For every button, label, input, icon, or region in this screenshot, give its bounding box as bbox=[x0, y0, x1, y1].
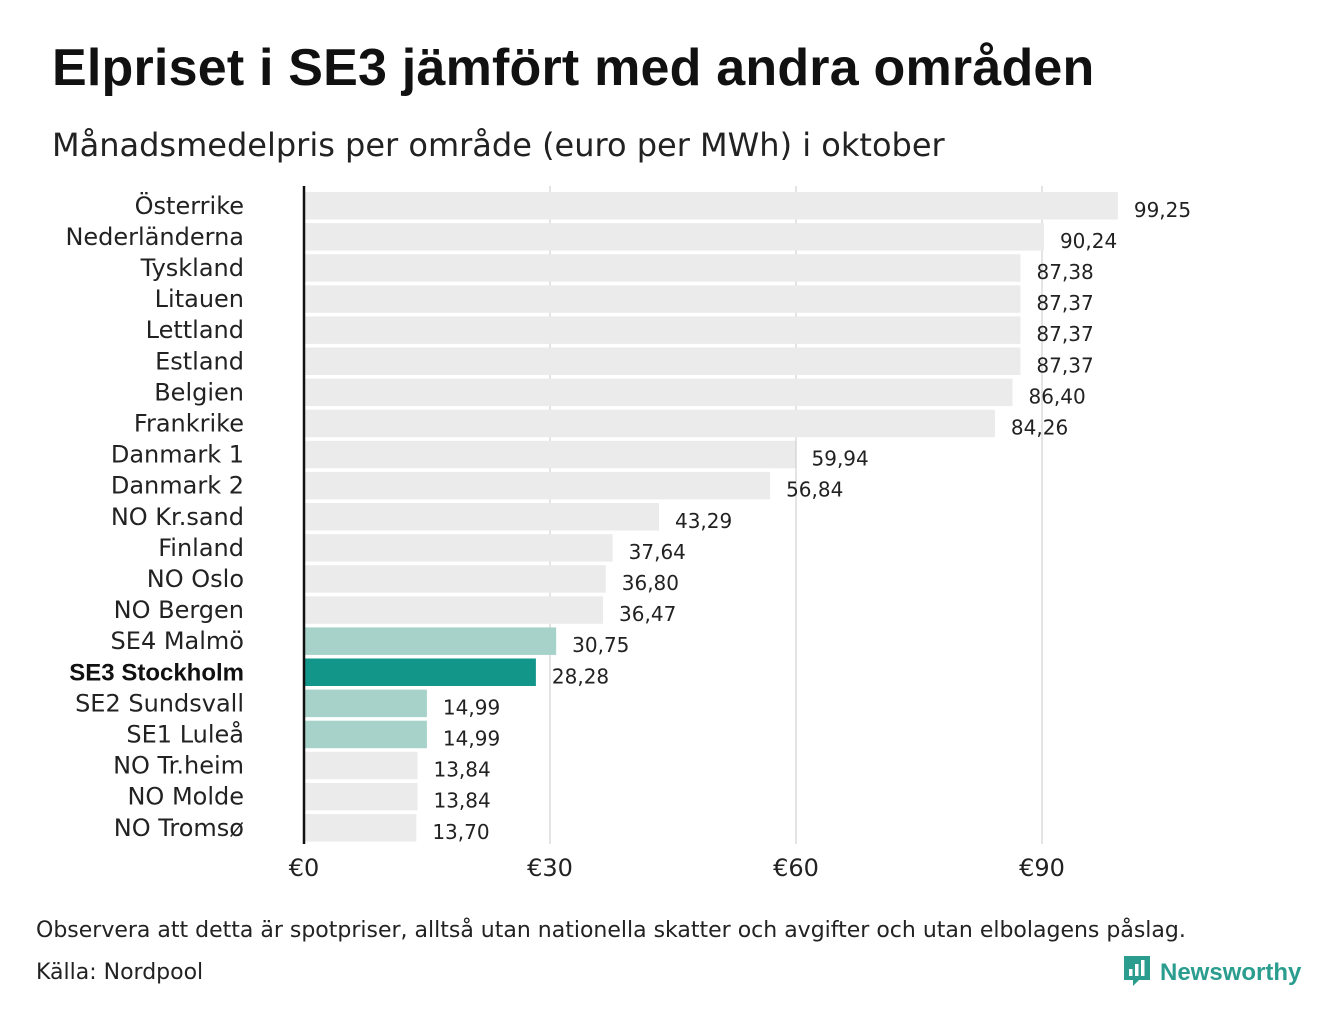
bar bbox=[304, 316, 1021, 344]
brand-name: Newsworthy bbox=[1160, 959, 1302, 986]
brand-logo[interactable]: Newsworthy bbox=[1122, 954, 1301, 992]
value-label: 87,37 bbox=[1036, 322, 1093, 346]
category-label: NO Tromsø bbox=[114, 814, 244, 842]
value-label: 84,26 bbox=[1011, 415, 1068, 439]
category-label: SE3 Stockholm bbox=[69, 659, 244, 686]
category-label: SE1 Luleå bbox=[126, 719, 244, 748]
bar bbox=[304, 751, 418, 780]
value-label: 90,24 bbox=[1060, 229, 1117, 253]
category-labels: Österrike Nederländerna Tyskland Litauen Let… bbox=[65, 191, 244, 842]
x-tick-label: €30 bbox=[527, 854, 573, 882]
value-label: 56,84 bbox=[786, 478, 843, 502]
category-label: Tyskland bbox=[140, 254, 244, 282]
x-tick-label: €60 bbox=[773, 854, 819, 882]
bar bbox=[304, 782, 418, 811]
bar bbox=[304, 285, 1021, 313]
category-label: NO Molde bbox=[127, 783, 244, 811]
value-label: 86,40 bbox=[1028, 384, 1085, 408]
bar bbox=[304, 223, 1044, 251]
bar bbox=[304, 378, 1013, 407]
bar bbox=[304, 658, 536, 686]
bar bbox=[304, 534, 613, 562]
category-label: Österrike bbox=[135, 191, 244, 220]
value-label: 87,37 bbox=[1036, 291, 1093, 315]
footnote: Observera att detta är spotpriser, allts… bbox=[36, 918, 1186, 943]
category-label: Belgien bbox=[154, 378, 244, 406]
category-label: Frankrike bbox=[134, 409, 244, 437]
x-tick-label: €90 bbox=[1019, 854, 1065, 882]
value-label: 13,70 bbox=[432, 820, 489, 844]
value-label: 13,84 bbox=[433, 789, 490, 813]
category-label: Danmark 1 bbox=[111, 441, 244, 469]
category-label: Estland bbox=[155, 347, 244, 375]
bar bbox=[304, 440, 796, 469]
value-label: 36,47 bbox=[619, 602, 676, 626]
value-label: 36,80 bbox=[622, 571, 679, 595]
value-label: 28,28 bbox=[552, 664, 609, 688]
bar bbox=[304, 471, 771, 500]
bar bbox=[304, 627, 557, 655]
category-label: SE2 Sundsvall bbox=[75, 689, 244, 717]
category-label: Nederländerna bbox=[65, 223, 244, 251]
bars bbox=[304, 192, 1118, 842]
x-axis-ticks: €0 €30 €60 €90 bbox=[289, 854, 1065, 882]
bar bbox=[304, 192, 1118, 220]
category-label: SE4 Malmö bbox=[111, 627, 244, 655]
category-label: Lettland bbox=[146, 316, 244, 344]
category-label: Finland bbox=[158, 534, 244, 562]
bar bbox=[304, 409, 995, 438]
source-note: Källa: Nordpool bbox=[36, 960, 204, 985]
bar bbox=[304, 503, 659, 531]
value-label: 43,29 bbox=[675, 509, 732, 533]
value-label: 14,99 bbox=[443, 695, 500, 719]
value-label: 59,94 bbox=[812, 447, 869, 471]
bar bbox=[304, 689, 427, 718]
bar-chart: Österrike Nederländerna Tyskland Litauen Let… bbox=[65, 186, 1191, 882]
category-label: NO Bergen bbox=[114, 596, 244, 624]
value-label: 87,38 bbox=[1037, 260, 1094, 284]
x-tick-label: €0 bbox=[289, 854, 320, 882]
value-label: 14,99 bbox=[443, 726, 500, 750]
category-label: NO Kr.sand bbox=[111, 503, 244, 531]
value-label: 99,25 bbox=[1134, 198, 1191, 222]
category-label: Litauen bbox=[155, 285, 244, 313]
chart-subtitle: Månadsmedelpris per område (euro per MWh… bbox=[52, 126, 945, 164]
value-label: 87,37 bbox=[1036, 353, 1093, 377]
bar bbox=[304, 565, 606, 593]
category-label: NO Oslo bbox=[147, 565, 244, 593]
category-label: Danmark 2 bbox=[111, 472, 244, 500]
newsworthy-logo-icon bbox=[1122, 954, 1152, 992]
bar bbox=[304, 347, 1021, 375]
value-label: 37,64 bbox=[629, 540, 686, 564]
bar bbox=[304, 596, 604, 624]
value-labels: 99,25 90,24 87,38 87,37 87,37 87,37 86,40 84,26… bbox=[432, 198, 1191, 844]
bar bbox=[304, 254, 1021, 282]
value-label: 13,84 bbox=[433, 758, 490, 782]
category-label: NO Tr.heim bbox=[113, 752, 244, 780]
bar bbox=[304, 814, 417, 842]
bar bbox=[304, 720, 427, 749]
chart-title: Elpriset i SE3 jämfört med andra områden bbox=[52, 39, 1095, 97]
value-label: 30,75 bbox=[572, 633, 629, 657]
